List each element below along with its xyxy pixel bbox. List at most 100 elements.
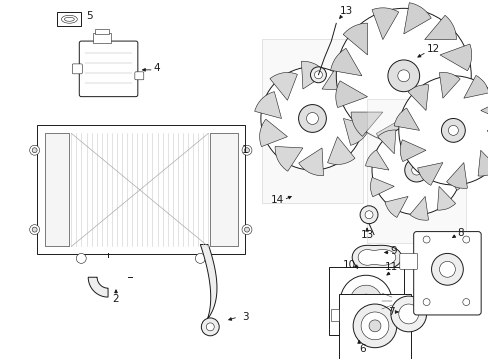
Circle shape xyxy=(463,236,470,243)
Text: 3: 3 xyxy=(242,312,248,322)
Circle shape xyxy=(391,296,427,332)
Circle shape xyxy=(399,304,418,324)
Bar xyxy=(37,125,245,255)
Bar xyxy=(367,99,466,243)
Circle shape xyxy=(32,148,37,153)
Wedge shape xyxy=(404,3,431,34)
Bar xyxy=(329,267,404,335)
Wedge shape xyxy=(481,99,490,121)
Circle shape xyxy=(350,285,382,317)
Circle shape xyxy=(441,118,466,142)
Wedge shape xyxy=(351,112,383,136)
Circle shape xyxy=(242,225,252,235)
Circle shape xyxy=(440,261,455,277)
Wedge shape xyxy=(394,108,419,130)
Polygon shape xyxy=(200,244,217,324)
Circle shape xyxy=(388,60,419,92)
Wedge shape xyxy=(439,143,463,163)
Text: 2: 2 xyxy=(113,294,120,304)
Wedge shape xyxy=(331,48,362,76)
Circle shape xyxy=(242,145,252,155)
FancyBboxPatch shape xyxy=(135,72,144,80)
Text: 1: 1 xyxy=(242,145,248,155)
Wedge shape xyxy=(400,140,426,162)
Circle shape xyxy=(405,158,429,182)
Circle shape xyxy=(432,253,464,285)
Wedge shape xyxy=(299,148,323,176)
Circle shape xyxy=(372,125,461,215)
Circle shape xyxy=(298,105,326,132)
Text: 5: 5 xyxy=(86,11,93,21)
Wedge shape xyxy=(260,119,288,147)
Polygon shape xyxy=(88,277,108,297)
Circle shape xyxy=(399,76,490,185)
Wedge shape xyxy=(444,170,468,190)
Bar xyxy=(339,294,411,359)
Bar xyxy=(331,309,339,321)
Circle shape xyxy=(196,253,205,264)
Text: 11: 11 xyxy=(385,262,398,272)
Text: 8: 8 xyxy=(457,228,464,238)
Circle shape xyxy=(423,298,430,306)
Wedge shape xyxy=(440,44,472,71)
Bar xyxy=(210,133,238,247)
Bar xyxy=(95,29,109,34)
Text: 10: 10 xyxy=(343,260,356,270)
Wedge shape xyxy=(270,72,297,100)
Bar xyxy=(45,133,70,247)
Wedge shape xyxy=(405,120,423,144)
Circle shape xyxy=(398,70,410,82)
Wedge shape xyxy=(438,186,456,210)
Wedge shape xyxy=(376,118,404,149)
Wedge shape xyxy=(409,112,436,144)
Circle shape xyxy=(448,125,458,135)
Text: 4: 4 xyxy=(153,63,160,73)
Circle shape xyxy=(423,236,430,243)
Text: 9: 9 xyxy=(391,247,397,256)
Circle shape xyxy=(76,253,86,264)
Circle shape xyxy=(245,227,249,232)
Bar xyxy=(93,33,111,43)
Circle shape xyxy=(360,206,378,224)
Bar xyxy=(262,39,363,203)
Wedge shape xyxy=(301,61,326,89)
FancyBboxPatch shape xyxy=(414,231,481,315)
Wedge shape xyxy=(370,177,394,197)
Wedge shape xyxy=(440,72,460,98)
Circle shape xyxy=(206,323,214,331)
Ellipse shape xyxy=(64,17,74,21)
Text: 7: 7 xyxy=(389,307,395,317)
Circle shape xyxy=(359,294,373,308)
Wedge shape xyxy=(327,137,355,165)
FancyBboxPatch shape xyxy=(73,64,82,74)
Wedge shape xyxy=(440,97,465,129)
Wedge shape xyxy=(445,76,477,103)
Circle shape xyxy=(365,211,373,219)
Wedge shape xyxy=(255,92,282,118)
Bar xyxy=(57,12,81,26)
Wedge shape xyxy=(378,130,396,154)
Circle shape xyxy=(245,148,249,153)
Wedge shape xyxy=(408,85,429,111)
Text: 12: 12 xyxy=(427,44,440,54)
Circle shape xyxy=(353,304,397,348)
Text: 13: 13 xyxy=(340,6,353,16)
Wedge shape xyxy=(425,123,448,144)
Wedge shape xyxy=(372,8,399,40)
Wedge shape xyxy=(338,90,366,118)
Circle shape xyxy=(32,227,37,232)
Wedge shape xyxy=(322,66,350,90)
Polygon shape xyxy=(358,249,396,265)
Circle shape xyxy=(463,298,470,306)
Wedge shape xyxy=(343,118,370,145)
Circle shape xyxy=(361,312,389,340)
FancyBboxPatch shape xyxy=(400,253,417,269)
Ellipse shape xyxy=(61,15,77,23)
Text: 14: 14 xyxy=(271,195,284,205)
FancyBboxPatch shape xyxy=(79,41,138,96)
Circle shape xyxy=(201,318,219,336)
Wedge shape xyxy=(275,147,303,171)
Wedge shape xyxy=(478,150,490,176)
Circle shape xyxy=(30,225,40,235)
Text: 13: 13 xyxy=(361,230,374,239)
